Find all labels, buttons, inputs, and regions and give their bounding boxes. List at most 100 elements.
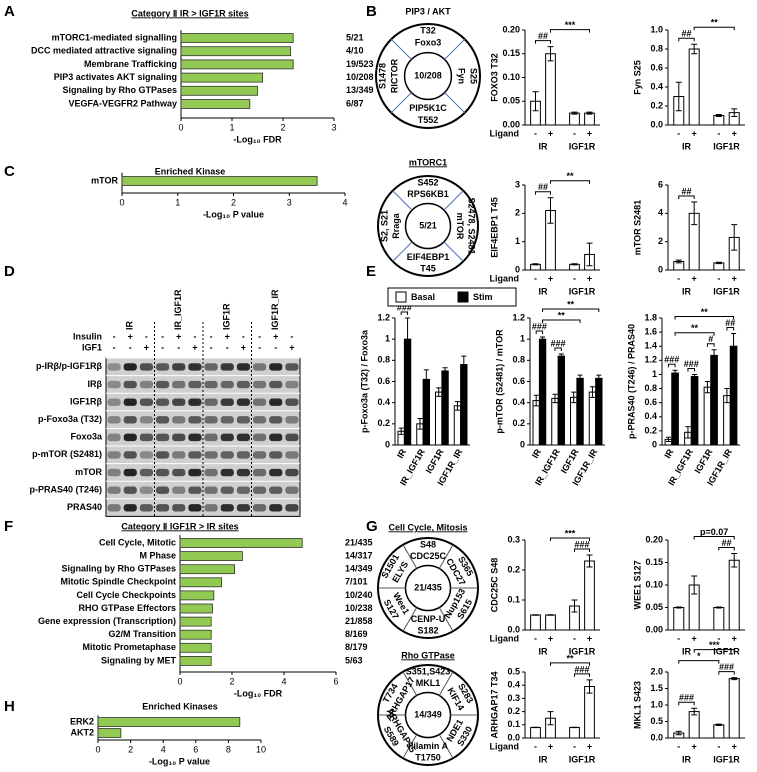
bar <box>673 607 685 631</box>
category-label: RHO GTPase Effectors <box>78 603 176 613</box>
treatment-sign: - <box>258 331 261 341</box>
x-tick-label: IR <box>662 447 675 460</box>
error-bar <box>731 333 737 360</box>
y-tick-label: 0.5 <box>507 666 520 676</box>
bar <box>576 377 584 446</box>
error-bar <box>454 401 460 411</box>
ligand-sign: - <box>717 741 720 751</box>
treatment-sign: - <box>113 331 116 341</box>
chart-title: Category Ⅱ IGF1R > IR sites <box>121 521 238 531</box>
y-tick-label: 0.05 <box>645 602 663 612</box>
significance-bracket <box>693 649 735 653</box>
blot-row-label: Foxo3a <box>70 432 103 442</box>
treatment-sign: + <box>128 331 133 341</box>
y-tick-label: 0.4 <box>650 81 663 91</box>
bar <box>728 678 740 739</box>
error-bar <box>417 418 423 430</box>
blot-band <box>253 433 267 442</box>
y-tick-label: 2 <box>515 208 520 218</box>
node-site: S452 <box>417 177 438 187</box>
blot-band <box>269 486 283 494</box>
y-tick-label: 0.20 <box>645 534 663 544</box>
blot-band <box>123 433 137 442</box>
diagram-divider <box>444 38 466 60</box>
node-name: PIP5K1C <box>409 103 447 113</box>
y-tick-label: 0.8 <box>377 355 390 365</box>
error-bar <box>571 263 578 266</box>
significance-bracket <box>535 330 544 335</box>
blot-band <box>156 398 170 406</box>
diagram-divider <box>438 734 454 759</box>
x-tick-label: 3 <box>287 197 292 207</box>
node-site: T32 <box>420 26 436 36</box>
y-axis-label: MKL1 S423 <box>632 681 642 729</box>
blot-band <box>188 398 202 406</box>
blot-band <box>107 468 121 477</box>
bar <box>179 656 212 666</box>
panel-letter: D <box>4 263 15 280</box>
blot-band <box>220 468 234 477</box>
y-axis-label: ARHGAP17 T34 <box>489 671 499 738</box>
blot-band <box>107 504 121 512</box>
y-tick-label: 0.1 <box>507 719 520 729</box>
bar <box>441 370 449 446</box>
diagram-center: 5/21 <box>419 220 437 230</box>
error-bar <box>586 242 593 267</box>
bar <box>569 112 580 126</box>
error-bar <box>715 261 722 265</box>
lane-group: IGF1R <box>222 303 232 330</box>
y-tick-label: 1 <box>652 369 657 379</box>
blot-band <box>172 380 186 389</box>
diagram-divider <box>438 544 454 569</box>
bar <box>530 614 541 631</box>
bar <box>690 376 699 446</box>
bar <box>453 405 462 446</box>
bar <box>435 391 443 446</box>
y-tick-label: 1.0 <box>650 24 663 34</box>
category-label: Cell Cycle Checkpoints <box>76 590 176 600</box>
diagram-divider <box>402 734 418 759</box>
y-axis-label: p-Foxo3a (T32) / Foxo3a <box>359 329 369 433</box>
node-site: S182 <box>417 625 438 635</box>
ligand-label: Ligand <box>490 741 520 751</box>
significance-label: ** <box>558 310 566 320</box>
bar <box>545 614 556 631</box>
panel-letter: F <box>4 518 13 535</box>
significance-label: ## <box>722 538 732 548</box>
node-name: RICTOR <box>390 58 400 93</box>
error-bar <box>547 197 554 224</box>
ratio-label: 21/435 <box>345 537 373 547</box>
node-site: S2478, S2481 <box>467 197 477 254</box>
y-tick-label: 0.5 <box>650 716 663 726</box>
ligand-sign: + <box>732 128 737 138</box>
blot-band <box>156 363 170 371</box>
significance-label: *** <box>565 20 576 30</box>
blot-band <box>204 451 218 459</box>
error-bar <box>547 711 554 726</box>
blot-band <box>204 416 218 424</box>
group-label: IGF1R <box>569 754 596 764</box>
significance-label: ** <box>566 171 574 181</box>
node-name: CENP-U <box>411 614 446 624</box>
diagram-inner <box>404 202 452 250</box>
blot-band <box>253 451 267 459</box>
node-site: S25 <box>468 68 478 84</box>
y-tick-label: 0.8 <box>650 43 663 53</box>
blot-band <box>236 468 250 477</box>
ratio-label: 14/317 <box>345 550 373 560</box>
significance-label: ### <box>532 321 547 331</box>
y-axis-label: mTOR S2481 <box>632 200 642 255</box>
node-site: S48 <box>420 539 436 549</box>
blot-band <box>253 380 267 389</box>
bar <box>180 99 251 109</box>
y-tick-label: 0.20 <box>502 24 520 34</box>
bar <box>713 724 725 739</box>
y-tick-label: 0.00 <box>502 119 520 129</box>
bar <box>179 616 212 627</box>
diagram-title: mTORC1 <box>409 157 447 167</box>
error-bar <box>405 317 411 361</box>
blot-band <box>220 433 234 442</box>
diagram-divider <box>390 38 412 60</box>
y-tick-label: 0 <box>515 264 520 274</box>
treatment-sign: + <box>144 342 149 352</box>
